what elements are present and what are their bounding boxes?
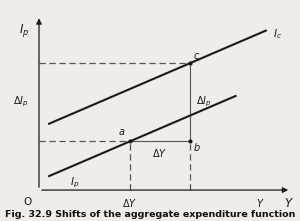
Text: $\Delta I_p$: $\Delta I_p$ bbox=[14, 95, 29, 109]
Text: $Y$: $Y$ bbox=[256, 197, 265, 209]
Text: O: O bbox=[23, 197, 32, 207]
Text: b: b bbox=[194, 143, 200, 153]
Text: a: a bbox=[119, 127, 125, 137]
Text: $I_p$: $I_p$ bbox=[70, 176, 79, 190]
Text: $\Delta Y$: $\Delta Y$ bbox=[122, 197, 137, 209]
Text: $I_p$: $I_p$ bbox=[19, 23, 29, 40]
Text: $Y$: $Y$ bbox=[284, 197, 293, 210]
Text: $\Delta I_p$: $\Delta I_p$ bbox=[196, 95, 212, 109]
Text: c: c bbox=[194, 51, 200, 61]
Text: $I_c$: $I_c$ bbox=[273, 27, 282, 41]
Text: Fig. 32.9 Shifts of the aggregate expenditure function: Fig. 32.9 Shifts of the aggregate expend… bbox=[5, 210, 295, 219]
Text: $\Delta Y$: $\Delta Y$ bbox=[152, 147, 168, 159]
